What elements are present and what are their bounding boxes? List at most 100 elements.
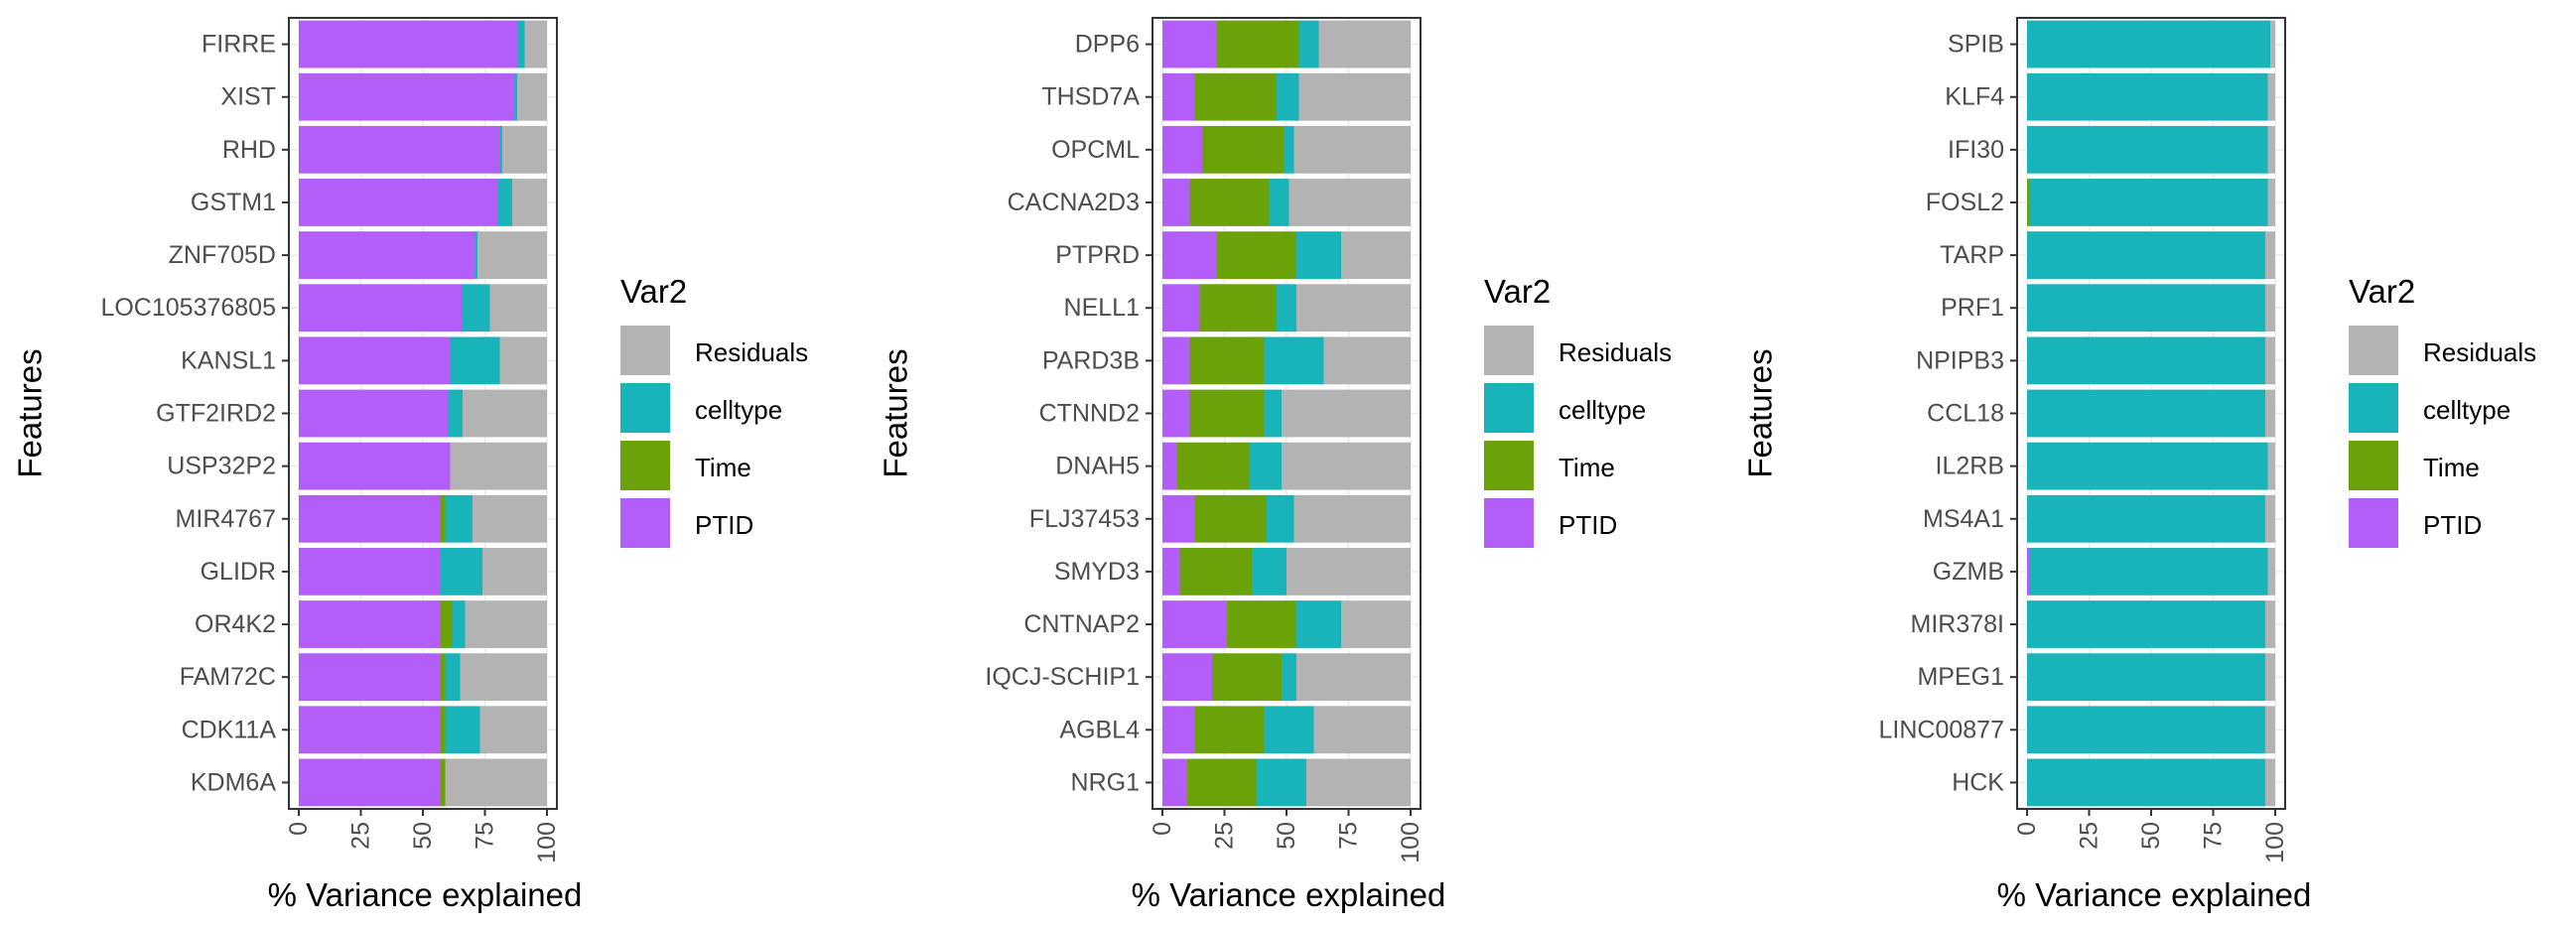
x-axis-title: % Variance explained: [268, 876, 583, 913]
y-tick-label: FAM72C: [180, 663, 276, 691]
bar-segment-ptid: [299, 336, 451, 385]
y-tick-label: MIR378I: [1911, 610, 2004, 638]
bar-segment-time: [1189, 179, 1270, 226]
bar-segment-ptid: [299, 20, 517, 68]
x-tick-label: 100: [2261, 822, 2289, 863]
bar-segment-ptid: [299, 600, 441, 648]
bar-segment-ptid: [1162, 20, 1217, 68]
bar-segment-celltype: [2027, 442, 2268, 490]
y-tick-label: CACNA2D3: [1008, 189, 1140, 216]
bar-segment-residuals: [1287, 547, 1411, 596]
y-tick-label: PARD3B: [1042, 346, 1140, 374]
bar-segment-ptid: [299, 389, 448, 438]
legend-key-ptid: [2349, 498, 2398, 548]
y-axis-title: Features: [1742, 348, 1779, 477]
bar-segment-ptid: [299, 125, 500, 174]
chart-panel-2: DPP6 THSD7A OPCML CACNA2D3 PTPRD NELL1 PARD3B C…: [878, 17, 1672, 913]
bar-segment-celltype: [440, 547, 482, 596]
bar-segment-celltype: [448, 389, 463, 438]
bar-segment-celltype: [2027, 758, 2265, 807]
x-tick-label: 100: [1397, 822, 1424, 863]
bar-segment-residuals: [1341, 600, 1411, 648]
y-tick-label: SPIB: [1948, 31, 2004, 59]
bar-segment-celltype: [2027, 706, 2265, 754]
bar-segment-time: [1179, 547, 1252, 596]
bar-segment-celltype: [463, 284, 490, 332]
bar-segment-residuals: [1296, 653, 1411, 702]
bar-segment-time: [440, 494, 446, 543]
bar-segment-celltype: [445, 494, 473, 543]
bar-segment-celltype: [2027, 653, 2265, 702]
bar-segment-time: [1217, 231, 1296, 280]
x-tick-label: 25: [347, 822, 375, 850]
y-axis-title: Features: [12, 348, 49, 477]
y-tick-label: DNAH5: [1055, 453, 1140, 480]
x-axis-title: % Variance explained: [1997, 876, 2312, 913]
bar-segment-residuals: [1318, 20, 1411, 68]
bar-segment-ptid: [1162, 231, 1217, 280]
y-tick-label: CTNND2: [1039, 400, 1140, 428]
x-tick-label: 50: [409, 822, 437, 850]
y-axis-title: Features: [878, 348, 914, 477]
y-tick-label: KLF4: [1945, 83, 2004, 111]
bar-segment-celltype: [445, 653, 461, 702]
bar-segment-time: [1194, 494, 1267, 543]
bar-segment-residuals: [489, 284, 547, 332]
bar-segment-residuals: [479, 706, 547, 754]
legend-key-ptid: [1484, 498, 1534, 548]
bar-segment-time: [440, 758, 446, 807]
bar-segment-ptid: [299, 653, 441, 702]
bar-segment-celltype: [514, 72, 517, 121]
bar-segment-ptid: [1162, 600, 1227, 648]
bar-segment-residuals: [2265, 600, 2275, 648]
bar-segment-celltype: [1298, 20, 1319, 68]
bar-segment-celltype: [2027, 600, 2265, 648]
bar-segment-residuals: [1323, 336, 1411, 385]
bar-segment-celltype: [1296, 600, 1341, 648]
bar-segment-residuals: [502, 125, 547, 174]
bar-segment-ptid: [299, 547, 441, 596]
legend-key-time: [1484, 441, 1534, 490]
legend-key-time: [620, 441, 670, 490]
bar-segment-ptid: [299, 494, 441, 543]
y-tick-label: NELL1: [1064, 294, 1140, 322]
bar-segment-time: [1212, 653, 1282, 702]
legend: Var2 Residuals celltype Time PTID: [620, 273, 808, 548]
bar-segment-celltype: [2027, 284, 2265, 332]
bar-segment-celltype: [1249, 442, 1282, 490]
y-tick-label: MPEG1: [1917, 663, 2004, 691]
bar-segment-time: [1194, 72, 1277, 121]
bar-segment-ptid: [1162, 389, 1190, 438]
chart-panel-1: FIRRE XIST RHD GSTM1 ZNF705D LOC105376805 KANS…: [12, 17, 808, 913]
bar-segment-ptid: [1162, 494, 1195, 543]
bar-segment-celltype: [2029, 547, 2268, 596]
bar-segment-residuals: [2265, 494, 2275, 543]
bar-segment-time: [2027, 179, 2030, 226]
legend-key-residuals: [620, 326, 670, 375]
bar-segment-residuals: [2265, 758, 2275, 807]
y-tick-label: DPP6: [1075, 31, 1140, 59]
bar-segment-time: [1199, 284, 1277, 332]
y-tick-label: THSD7A: [1041, 83, 1140, 111]
bar-segment-celltype: [2027, 231, 2265, 280]
bar-segment-celltype: [1282, 653, 1296, 702]
bar-segment-residuals: [499, 336, 547, 385]
bar-segment-residuals: [2267, 179, 2275, 226]
legend-title: Var2: [620, 273, 687, 310]
bar-segment-ptid: [1162, 179, 1190, 226]
y-tick-label: HCK: [1952, 768, 2004, 796]
y-tick-label: FLJ37453: [1029, 505, 1140, 533]
bar-segment-celltype: [453, 600, 466, 648]
bar-segment-celltype: [1267, 494, 1294, 543]
y-tick-label: NRG1: [1071, 768, 1140, 796]
bar-segment-celltype: [1264, 336, 1324, 385]
y-tick-label: CCL18: [1927, 400, 2004, 428]
legend-title: Var2: [2349, 273, 2415, 310]
bar-segment-ptid: [1162, 336, 1190, 385]
bar-segment-celltype: [1252, 547, 1287, 596]
y-tick-label: GZMB: [1933, 558, 2004, 586]
y-tick-label: GTF2IRD2: [156, 400, 276, 428]
y-tick-label: IL2RB: [1936, 453, 2004, 480]
legend-label: Residuals: [2423, 337, 2536, 367]
